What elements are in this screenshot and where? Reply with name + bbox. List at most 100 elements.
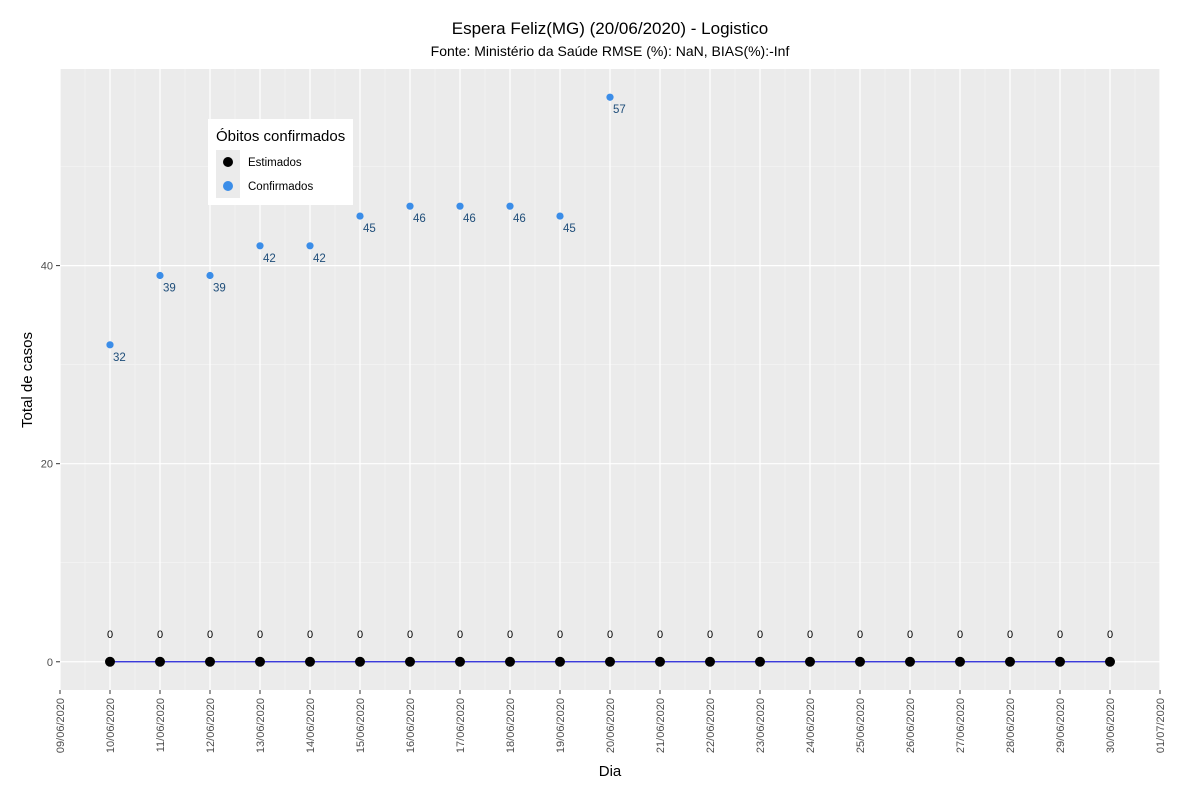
x-axis-label: Dia (599, 763, 622, 780)
point-confirmados (206, 271, 214, 280)
legend-key-estimados (223, 157, 233, 167)
point-confirmados (356, 212, 364, 220)
legend-label-confirmados: Confirmados (248, 181, 313, 193)
x-tick-label: 20/06/2020 (605, 698, 617, 753)
x-tick-label: 17/06/2020 (455, 698, 467, 753)
y-tick-label: 0 (47, 657, 53, 669)
data-label-confirmados: 39 (213, 283, 226, 295)
data-label-estimados: 0 (257, 629, 263, 641)
x-tick-label: 26/06/2020 (905, 698, 917, 753)
data-label-confirmados: 46 (463, 213, 476, 225)
x-tick-label: 09/06/2020 (55, 698, 67, 753)
point-estimados (605, 656, 615, 667)
data-label-confirmados: 46 (513, 213, 526, 225)
x-tick-label: 14/06/2020 (305, 698, 317, 753)
point-estimados (905, 656, 915, 667)
point-estimados (255, 656, 265, 667)
point-estimados (1005, 656, 1015, 667)
data-label-confirmados: 45 (563, 223, 576, 235)
x-tick-label: 28/06/2020 (1005, 698, 1017, 753)
point-estimados (205, 656, 215, 667)
x-tick-label: 16/06/2020 (405, 698, 417, 753)
data-label-estimados: 0 (557, 629, 563, 641)
data-label-estimados: 0 (457, 629, 463, 641)
data-label-estimados: 0 (657, 629, 663, 641)
data-label-estimados: 0 (1107, 629, 1113, 641)
point-confirmados (306, 242, 314, 250)
data-label-confirmados: 45 (363, 223, 376, 235)
point-estimados (1105, 656, 1115, 667)
data-label-confirmados: 32 (113, 352, 126, 364)
data-label-estimados: 0 (407, 629, 413, 641)
grid-lines (59, 69, 1161, 690)
data-label-estimados: 0 (1057, 629, 1063, 641)
point-estimados (555, 656, 565, 667)
data-label-estimados: 0 (857, 629, 863, 641)
y-axis-label: Total de casos (19, 332, 36, 428)
point-estimados (1055, 656, 1065, 667)
legend-label-estimados: Estimados (248, 157, 302, 169)
data-labels: 0 0 0 0 0 0 0 0 0 0 0 0 0 0 0 0 0 0 0 0 0 32 39 39 42 42 45 46 46 46 4… (107, 104, 1113, 641)
point-estimados (505, 656, 515, 667)
legend-key-confirmados (223, 181, 233, 191)
legend-title: Óbitos confirmados (216, 128, 345, 145)
point-confirmados (606, 93, 614, 101)
point-estimados (955, 656, 965, 667)
data-label-confirmados: 46 (413, 213, 426, 225)
point-estimados (455, 656, 465, 667)
x-tick-label: 22/06/2020 (705, 698, 717, 753)
point-estimados (405, 656, 415, 667)
point-estimados (155, 656, 165, 667)
x-tick-label: 29/06/2020 (1055, 698, 1067, 753)
x-tick-label: 24/06/2020 (805, 698, 817, 753)
data-label-estimados: 0 (607, 629, 613, 641)
x-tick-label: 30/06/2020 (1105, 698, 1117, 753)
x-tick-label: 21/06/2020 (655, 698, 667, 753)
x-tick-label: 25/06/2020 (855, 698, 867, 753)
point-estimados (105, 656, 115, 667)
chart-subtitle: Fonte: Ministério da Saúde RMSE (%): NaN… (431, 43, 790, 59)
point-confirmados (456, 202, 464, 210)
point-confirmados (156, 271, 164, 280)
data-label-estimados: 0 (807, 629, 813, 641)
y-tick-label: 40 (41, 261, 53, 273)
point-confirmados (406, 202, 414, 210)
point-estimados (805, 656, 815, 667)
data-label-estimados: 0 (757, 629, 763, 641)
data-label-estimados: 0 (207, 629, 213, 641)
x-tick-label: 18/06/2020 (505, 698, 517, 753)
legend: Óbitos confirmados Estimados Confirmados (208, 119, 353, 205)
point-confirmados (556, 212, 564, 220)
x-tick-label: 19/06/2020 (555, 698, 567, 753)
x-tick-label: 15/06/2020 (355, 698, 367, 753)
axes: 0 20 40 09/06/2020 10/06/2020 11/06/2020 12/06… (41, 261, 1167, 753)
data-label-estimados: 0 (357, 629, 363, 641)
x-tick-label: 27/06/2020 (955, 698, 967, 753)
x-tick-label: 10/06/2020 (105, 698, 117, 753)
data-label-estimados: 0 (1007, 629, 1013, 641)
data-label-confirmados: 42 (263, 253, 276, 265)
x-tick-label: 11/06/2020 (155, 698, 167, 752)
point-estimados (755, 656, 765, 667)
x-tick-label: 01/07/2020 (1155, 698, 1167, 753)
point-estimados (855, 656, 865, 667)
y-tick-label: 20 (41, 459, 53, 471)
data-points (105, 93, 1115, 667)
data-label-estimados: 0 (107, 629, 113, 641)
data-label-estimados: 0 (507, 629, 513, 641)
data-label-estimados: 0 (957, 629, 963, 641)
point-estimados (655, 656, 665, 667)
x-tick-label: 12/06/2020 (205, 698, 217, 753)
point-estimados (305, 656, 315, 667)
data-label-confirmados: 39 (163, 283, 176, 295)
point-estimados (705, 656, 715, 667)
point-confirmados (256, 242, 264, 250)
data-label-estimados: 0 (157, 629, 163, 641)
point-confirmados (506, 202, 514, 210)
x-tick-label: 23/06/2020 (755, 698, 767, 753)
chart-title: Espera Feliz(MG) (20/06/2020) - Logistic… (452, 19, 769, 38)
data-label-confirmados: 57 (613, 104, 626, 116)
point-estimados (355, 656, 365, 667)
data-label-estimados: 0 (907, 629, 913, 641)
